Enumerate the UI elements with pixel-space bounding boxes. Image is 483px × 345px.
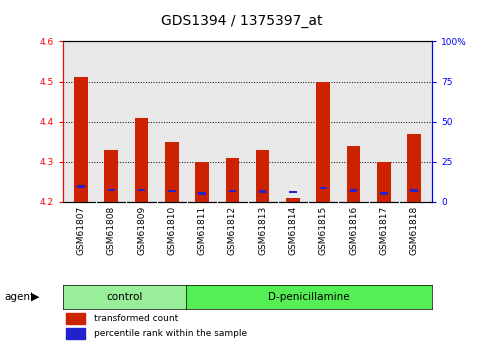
Text: GSM61818: GSM61818 (410, 206, 419, 255)
Text: GSM61809: GSM61809 (137, 206, 146, 255)
Bar (347, 146, 360, 202)
Bar (350, 189, 357, 192)
Text: percentile rank within the sample: percentile rank within the sample (94, 329, 247, 338)
Text: GSM61811: GSM61811 (198, 206, 207, 255)
Bar (411, 189, 418, 192)
Bar (256, 150, 270, 202)
Text: GSM61807: GSM61807 (76, 206, 85, 255)
Bar (108, 189, 115, 191)
Bar (316, 81, 330, 202)
Bar (226, 158, 239, 202)
Bar (165, 142, 179, 202)
Bar (135, 118, 148, 202)
Bar (138, 189, 145, 191)
Bar (228, 190, 236, 192)
Bar (380, 192, 387, 195)
Text: GSM61812: GSM61812 (228, 206, 237, 255)
Text: ▶: ▶ (30, 292, 39, 302)
Bar (168, 190, 175, 192)
Bar (67, 313, 85, 324)
Bar (286, 198, 300, 202)
Bar (377, 162, 391, 202)
Text: GDS1394 / 1375397_at: GDS1394 / 1375397_at (161, 14, 322, 28)
Text: GSM61813: GSM61813 (258, 206, 267, 255)
Bar (259, 190, 267, 193)
Bar (199, 192, 206, 195)
Text: D-penicillamine: D-penicillamine (269, 292, 350, 302)
Bar (67, 328, 85, 339)
Bar (407, 134, 421, 202)
Text: GSM61814: GSM61814 (288, 206, 298, 255)
Bar (289, 190, 297, 193)
Bar (77, 185, 85, 188)
Text: agent: agent (5, 292, 35, 302)
Bar (195, 162, 209, 202)
Text: GSM61816: GSM61816 (349, 206, 358, 255)
Text: GSM61817: GSM61817 (379, 206, 388, 255)
Text: transformed count: transformed count (94, 314, 178, 323)
Text: control: control (106, 292, 142, 302)
Bar (104, 150, 118, 202)
Text: GSM61810: GSM61810 (167, 206, 176, 255)
Bar (74, 78, 88, 202)
Text: GSM61808: GSM61808 (107, 206, 116, 255)
Bar (320, 187, 327, 189)
Text: GSM61815: GSM61815 (319, 206, 328, 255)
